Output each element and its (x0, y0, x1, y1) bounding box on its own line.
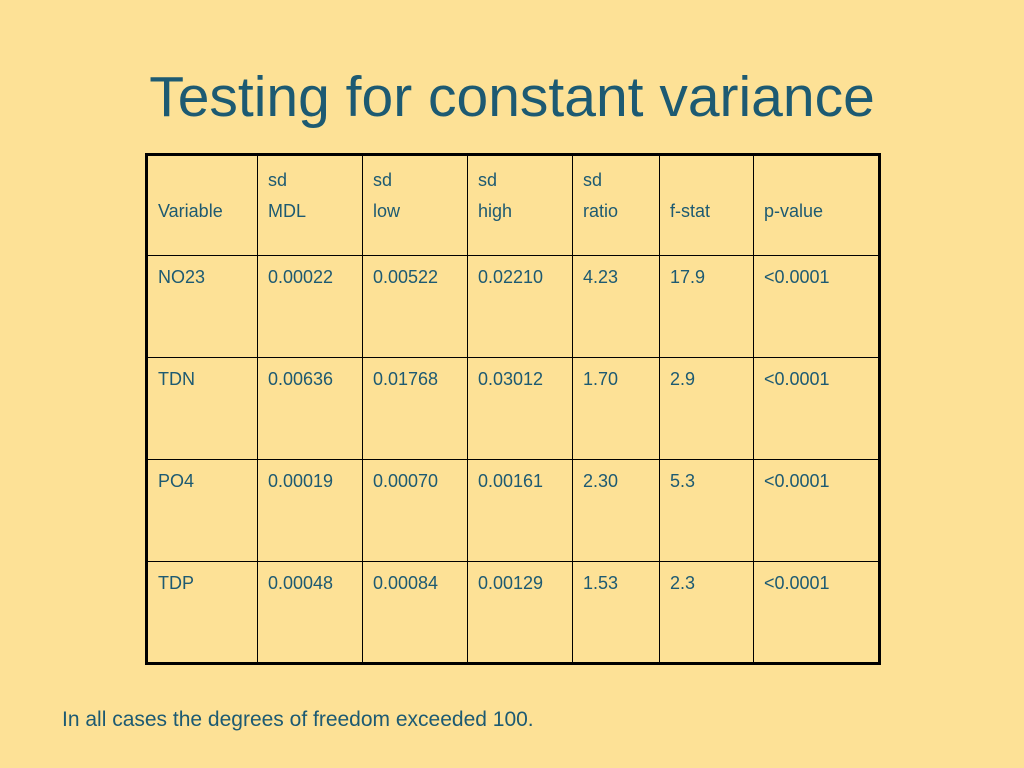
header-text: f-stat (670, 201, 711, 221)
header-text: low (373, 201, 401, 221)
table-cell: PO4 (146, 459, 258, 562)
table-cell: 2.3 (659, 561, 754, 664)
header-cell: p-value (753, 154, 880, 256)
table-row: NO23 0.00022 0.00522 0.02210 4.23 17.9 <0.0001 (146, 255, 880, 358)
table-cell: 17.9 (659, 255, 754, 358)
table-cell: <0.0001 (753, 357, 880, 460)
table-cell: 0.00522 (362, 255, 468, 358)
header-text: sd (478, 170, 498, 190)
table-cell: 0.03012 (467, 357, 573, 460)
table-cell: <0.0001 (753, 561, 880, 664)
table-cell: 4.23 (572, 255, 660, 358)
table-cell: 0.00084 (362, 561, 468, 664)
header-cell: sd high (467, 154, 573, 256)
table-cell: 0.00636 (257, 357, 363, 460)
table-row: TDP 0.00048 0.00084 0.00129 1.53 2.3 <0.0001 (146, 561, 880, 664)
header-cell: f-stat (659, 154, 754, 256)
table-cell: <0.0001 (753, 255, 880, 358)
table-cell: 0.00161 (467, 459, 573, 562)
table-cell: 1.70 (572, 357, 660, 460)
data-table: Variable sd MDL sd low sd high sd ratio f-stat p-v… (145, 153, 881, 665)
header-cell: sd low (362, 154, 468, 256)
table-cell: 0.00022 (257, 255, 363, 358)
table-cell: NO23 (146, 255, 258, 358)
footnote: In all cases the degrees of freedom exce… (62, 708, 534, 731)
header-text: p-value (764, 201, 824, 221)
header-text: sd (268, 170, 288, 190)
header-text: high (478, 201, 513, 221)
table-cell: 0.00129 (467, 561, 573, 664)
header-cell: sd ratio (572, 154, 660, 256)
table-cell: 0.00070 (362, 459, 468, 562)
table-cell: 0.00019 (257, 459, 363, 562)
header-text: sd (583, 170, 603, 190)
header-text: ratio (583, 201, 619, 221)
table-cell: TDP (146, 561, 258, 664)
table-cell: 0.00048 (257, 561, 363, 664)
table-row: PO4 0.00019 0.00070 0.00161 2.30 5.3 <0.0001 (146, 459, 880, 562)
slide-title: Testing for constant variance (149, 65, 875, 129)
table-row: TDN 0.00636 0.01768 0.03012 1.70 2.9 <0.0001 (146, 357, 880, 460)
header-text: MDL (268, 201, 307, 221)
header-row: Variable sd MDL sd low sd high sd ratio f-stat p-v… (146, 154, 880, 256)
header-cell: sd MDL (257, 154, 363, 256)
table-cell: 1.53 (572, 561, 660, 664)
table-cell: TDN (146, 357, 258, 460)
table-cell: <0.0001 (753, 459, 880, 562)
table-cell: 2.9 (659, 357, 754, 460)
table-cell: 2.30 (572, 459, 660, 562)
table-cell: 5.3 (659, 459, 754, 562)
header-cell: Variable (146, 154, 258, 256)
table-cell: 0.01768 (362, 357, 468, 460)
table-cell: 0.02210 (467, 255, 573, 358)
header-text: Variable (158, 201, 223, 221)
header-text: sd (373, 170, 393, 190)
